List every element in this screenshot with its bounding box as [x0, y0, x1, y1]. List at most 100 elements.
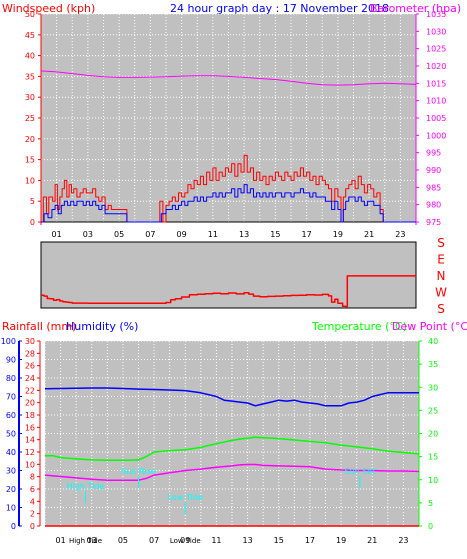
wind-x-tick-label: 23	[395, 230, 405, 239]
baro-y-tick-label: 1035	[426, 10, 446, 19]
wind-y-tick-label: 20	[25, 135, 35, 144]
wind-y-tick-label: 45	[25, 31, 35, 40]
wind-y-tick-label: 50	[25, 10, 35, 19]
temp-y-tick-label: 30	[428, 383, 438, 392]
baro-y-tick-label: 1010	[426, 97, 446, 106]
event-label: Sun Set	[344, 467, 375, 476]
wind-direction-line	[41, 275, 416, 308]
tide-axis-label: Low Tide	[170, 537, 201, 545]
baro-y-tick-label: 1030	[426, 27, 446, 36]
baro-y-tick-label: 995	[426, 149, 441, 158]
baro-y-tick-label: 980	[426, 201, 441, 210]
humidity-y-tick-label: 40	[6, 448, 16, 457]
temp-x-tick-label: 19	[336, 536, 346, 545]
barometer-line	[40, 70, 417, 86]
rain-y-tick-label: 14	[25, 436, 35, 445]
direction-compass-label: N	[437, 269, 446, 283]
humidity-y-tick-label: 10	[6, 504, 16, 513]
temp-x-tick-label: 09	[180, 536, 190, 545]
baro-y-tick-label: 1000	[426, 131, 446, 140]
rain-y-tick-label: 20	[25, 399, 35, 408]
wind-y-tick-label: 40	[25, 52, 35, 61]
dewpoint-axis-title: Dew Point (°C)	[392, 320, 467, 333]
humidity-axis-title: Humidity (%)	[66, 320, 138, 333]
direction-plot-area	[41, 242, 416, 308]
rain-y-tick-label: 16	[25, 423, 35, 432]
humidity-y-tick-label: 20	[6, 485, 16, 494]
humidity-y-tick-label: 60	[6, 411, 16, 420]
humidity-y-tick-label: 100	[1, 337, 16, 346]
rain-y-tick-label: 18	[25, 411, 35, 420]
direction-plot-border	[40, 241, 417, 309]
wind-x-tick-label: 19	[333, 230, 343, 239]
temp-x-tick-label: 01	[55, 536, 65, 545]
rain-y-tick-label: 10	[25, 460, 35, 469]
humidity-y-tick-label: 30	[6, 467, 16, 476]
baro-y-tick-label: 1025	[426, 45, 446, 54]
temp-y-tick-label: 5	[428, 499, 433, 508]
temp-y-tick-label: 25	[428, 406, 438, 415]
wind-x-tick-label: 17	[302, 230, 312, 239]
temp-y-tick-label: 35	[428, 360, 438, 369]
direction-compass-label: S	[437, 302, 445, 316]
rain-y-tick-label: 4	[30, 497, 35, 506]
wind-y-tick-label: 25	[25, 114, 35, 123]
chart-title: 24 hour graph day : 17 November 2018	[170, 2, 389, 15]
wind-y-tick-label: 10	[25, 176, 35, 185]
temp-x-tick-label: 03	[87, 536, 97, 545]
rain-y-tick-label: 6	[30, 485, 35, 494]
tide-axis-label: High Tide	[69, 537, 102, 545]
wind-y-tick-label: 35	[25, 72, 35, 81]
event-label: Sun Rise	[121, 467, 156, 476]
temp-y-tick-label: 0	[428, 522, 433, 531]
rain-y-tick-label: 2	[30, 510, 35, 519]
wind-x-tick-label: 11	[208, 230, 218, 239]
baro-y-tick-label: 990	[426, 166, 441, 175]
dewpoint-line	[44, 463, 420, 481]
humidity-y-tick-label: 50	[6, 430, 16, 439]
wind-y-tick-label: 0	[30, 218, 35, 227]
direction-compass-label: E	[437, 253, 445, 267]
direction-compass-label: W	[435, 286, 447, 300]
rain-y-tick-label: 0	[30, 522, 35, 531]
wind-x-tick-label: 09	[177, 230, 187, 239]
temp-y-tick-label: 40	[428, 337, 438, 346]
event-label: Low Tide	[168, 493, 203, 502]
windspeed-average-line	[41, 184, 416, 223]
wind-x-tick-label: 05	[114, 230, 124, 239]
wind-x-tick-label: 03	[83, 230, 93, 239]
temp-x-tick-label: 07	[149, 536, 159, 545]
humidity-y-tick-label: 0	[11, 522, 16, 531]
wind-x-tick-label: 01	[52, 230, 62, 239]
baro-y-tick-label: 985	[426, 183, 441, 192]
humidity-y-tick-label: 90	[6, 356, 16, 365]
humidity-y-tick-label: 80	[6, 374, 16, 383]
direction-compass-label: S	[437, 236, 445, 250]
baro-y-tick-label: 1005	[426, 114, 446, 123]
temperature-axis-title: Temperature (°C)	[311, 320, 407, 333]
baro-axis-title: Barometer (hpa)	[370, 2, 461, 15]
rain-y-tick-label: 26	[25, 362, 35, 371]
temp-x-tick-label: 23	[398, 536, 408, 545]
wind-y-tick-label: 5	[30, 197, 35, 206]
rain-y-tick-label: 22	[25, 386, 35, 395]
wind-x-tick-label: 07	[145, 230, 155, 239]
wind-x-tick-label: 15	[270, 230, 280, 239]
rain-y-tick-label: 24	[25, 374, 35, 383]
event-label: High Tide	[67, 482, 105, 491]
wind-axis-title: Windspeed (kph)	[2, 2, 95, 15]
temp-x-tick-label: 17	[305, 536, 315, 545]
temp-y-tick-label: 15	[428, 453, 438, 462]
wind-y-tick-label: 15	[25, 156, 35, 165]
rain-y-tick-label: 28	[25, 349, 35, 358]
temp-x-tick-label: 05	[118, 536, 128, 545]
wind-x-tick-label: 21	[364, 230, 374, 239]
humidity-line	[44, 387, 419, 407]
baro-y-tick-label: 1015	[426, 79, 446, 88]
windspeed-gust-line	[41, 154, 416, 223]
humidity-y-tick-label: 70	[6, 393, 16, 402]
baro-y-tick-label: 1020	[426, 62, 446, 71]
baro-y-tick-label: 975	[426, 218, 441, 227]
temp-x-tick-label: 21	[367, 536, 377, 545]
